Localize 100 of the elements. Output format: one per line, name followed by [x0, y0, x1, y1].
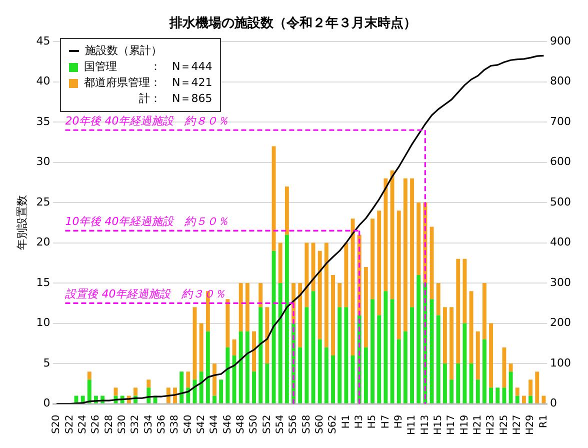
- x-tick-label: H19: [459, 414, 470, 436]
- bar: [206, 331, 210, 404]
- bar: [370, 218, 374, 300]
- bar: [390, 299, 394, 404]
- y2-tick-label: 300: [550, 276, 572, 289]
- bar: [535, 372, 540, 404]
- bar: [469, 364, 474, 404]
- bar: [528, 396, 533, 404]
- bar: [450, 380, 454, 404]
- y2-tick-label: 900: [550, 34, 572, 48]
- bar: [364, 347, 368, 404]
- bar: [238, 331, 243, 404]
- bar: [442, 307, 447, 364]
- ref-line-label: 20年後 40年経過施設 約８０％: [65, 114, 229, 128]
- bar: [430, 226, 434, 300]
- y2-tick-label: 0: [550, 396, 558, 410]
- x-tick-label: S54: [274, 414, 286, 434]
- bar: [199, 372, 204, 404]
- bar: [338, 307, 342, 404]
- bar: [212, 364, 216, 396]
- bar: [258, 307, 263, 404]
- x-tick-label: H9: [393, 414, 404, 429]
- legend-label: 国管理 ： N＝444: [84, 59, 212, 75]
- x-tick-label: S42: [196, 414, 207, 434]
- bar: [515, 396, 520, 404]
- bar: [489, 323, 494, 388]
- y2-tick-label: 600: [550, 155, 572, 168]
- bar: [252, 331, 256, 372]
- y2-tick-label: 700: [550, 114, 572, 128]
- bar: [265, 364, 270, 404]
- bar: [278, 283, 282, 404]
- y-tick-label: 10: [36, 316, 50, 330]
- bar: [377, 315, 382, 404]
- y-tick-label: 0: [43, 396, 50, 410]
- bar: [456, 364, 460, 404]
- chart-title: 排水機場の施設数（令和２年３月末時点）: [168, 15, 416, 32]
- y2-tick-label: 400: [550, 236, 572, 249]
- bar: [489, 388, 494, 404]
- bar: [278, 242, 282, 284]
- bar: [134, 388, 138, 396]
- bar: [331, 274, 335, 356]
- bar: [496, 388, 500, 404]
- x-tick-label: H1: [340, 414, 352, 429]
- x-tick-label: S62: [328, 414, 339, 434]
- x-tick-label: S34: [143, 414, 154, 434]
- y-tick-label: 45: [36, 34, 50, 48]
- bar: [180, 372, 184, 404]
- bar: [377, 210, 382, 316]
- bar: [212, 396, 216, 404]
- bar: [318, 339, 322, 404]
- bar: [199, 323, 204, 372]
- bar: [338, 283, 342, 308]
- x-tick-label: H13: [420, 414, 431, 436]
- x-tick-label: H21: [472, 414, 484, 436]
- bar: [226, 299, 230, 348]
- bar: [318, 250, 322, 340]
- y-tick-label: 20: [36, 236, 50, 249]
- y2-tick-label: 800: [550, 74, 572, 88]
- x-tick-label: H25: [498, 414, 510, 436]
- x-tick-label: S58: [301, 414, 312, 434]
- bar: [146, 388, 151, 404]
- bar: [146, 380, 151, 388]
- bar: [508, 372, 513, 404]
- y2-tick-label: 200: [550, 316, 572, 330]
- y-tick-label: 5: [43, 356, 50, 370]
- bar: [344, 307, 348, 404]
- x-tick-label: H3: [354, 414, 365, 429]
- bar: [370, 299, 374, 404]
- ref-line-label: 10年後 40年経過施設 約５０％: [65, 215, 229, 228]
- legend-label: 都道府県管理： N＝421: [84, 75, 212, 91]
- bar: [515, 388, 520, 396]
- x-tick-label: S24: [77, 414, 88, 434]
- bar: [410, 307, 414, 404]
- y2-tick-label: 500: [550, 195, 572, 208]
- x-tick-label: S56: [288, 414, 300, 434]
- x-tick-label: H7: [380, 414, 392, 429]
- bar: [476, 331, 480, 380]
- bar: [430, 299, 434, 404]
- x-tick-label: H11: [406, 414, 418, 436]
- bar: [364, 266, 368, 348]
- bar: [304, 307, 309, 404]
- bar: [469, 291, 474, 364]
- x-tick-label: H23: [486, 414, 497, 436]
- x-tick-label: H29: [525, 414, 536, 436]
- bar: [396, 339, 401, 404]
- bar: [502, 388, 506, 404]
- bar: [482, 283, 486, 340]
- bar: [442, 364, 447, 404]
- bar: [265, 307, 270, 364]
- y2-tick-label: 100: [550, 356, 572, 370]
- bar: [390, 170, 394, 300]
- bar: [462, 258, 467, 324]
- bar: [298, 347, 302, 404]
- x-tick-label: S38: [170, 414, 181, 434]
- bar: [252, 372, 256, 404]
- y-tick-label: 25: [36, 195, 50, 208]
- y-tick-label: 35: [36, 114, 50, 128]
- x-tick-label: H27: [512, 414, 523, 436]
- x-tick-label: S40: [182, 414, 194, 434]
- y-tick-label: 15: [36, 276, 50, 289]
